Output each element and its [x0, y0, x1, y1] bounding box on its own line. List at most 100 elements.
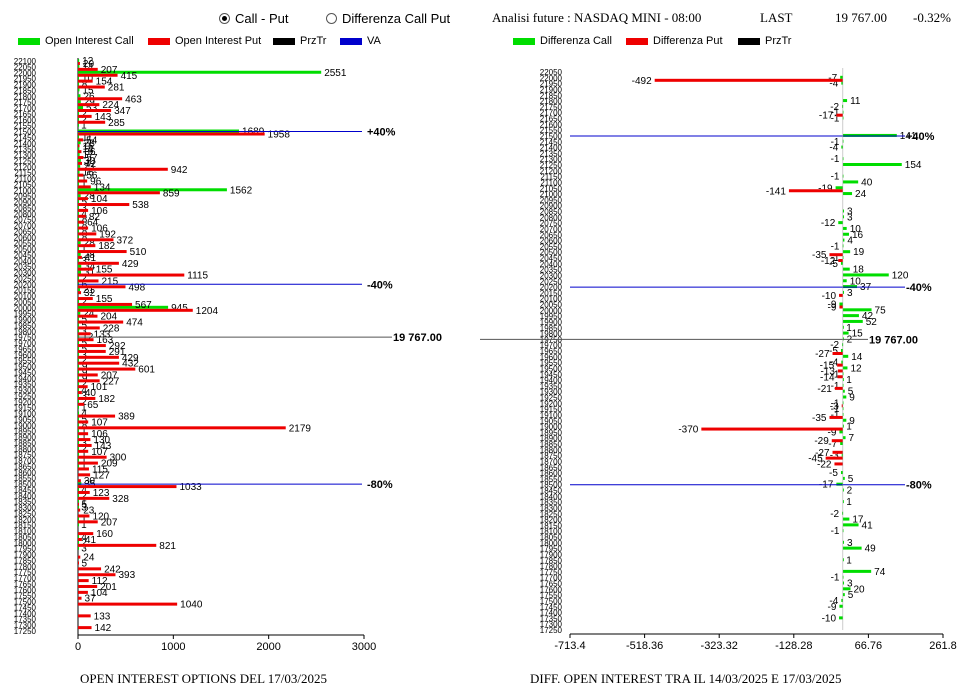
bar-put	[78, 291, 82, 295]
strike-label: 19150	[14, 404, 37, 413]
data-label: 182	[98, 241, 115, 252]
data-label: -12	[821, 218, 836, 229]
bar-call	[78, 376, 79, 380]
strike-label: 22000	[14, 69, 37, 78]
legend-swatch-put	[148, 37, 170, 45]
bar-call	[842, 180, 859, 184]
data-label: 41	[85, 535, 97, 546]
data-label: 224	[102, 100, 119, 111]
legend-label: Open Interest Call	[45, 35, 134, 47]
strike-label: 19350	[14, 380, 37, 389]
bar-call	[78, 182, 79, 186]
bar-call	[78, 305, 169, 309]
strike-label: 17850	[14, 556, 37, 565]
strike-label: 20050	[540, 301, 563, 310]
strike-label: 17900	[540, 550, 563, 559]
bar-put	[78, 244, 96, 248]
bar-call	[78, 188, 227, 192]
data-label: 30	[84, 476, 96, 487]
data-label: 1958	[268, 130, 291, 141]
data-label: 133	[94, 611, 111, 622]
bar-call	[842, 558, 844, 562]
strike-label: 21250	[540, 161, 563, 170]
diff-option[interactable]: Differenza Call Put	[326, 11, 450, 26]
bar-call	[78, 111, 79, 115]
data-label: 10	[850, 224, 862, 235]
data-label: 7	[849, 433, 855, 444]
legend-label: PrzTr	[765, 35, 792, 47]
bar-put	[78, 173, 84, 177]
legend-swatch-call	[18, 37, 40, 45]
data-label: 3	[81, 544, 87, 555]
bar-call	[78, 464, 79, 468]
strike-label: 20950	[540, 196, 563, 205]
strike-label: 17500	[540, 597, 563, 606]
bar-call	[78, 523, 79, 527]
strike-label: 20600	[540, 237, 563, 246]
bar-call	[842, 209, 845, 213]
strike-label: 17700	[540, 574, 563, 583]
bar-put	[78, 379, 100, 383]
bar-call	[840, 75, 843, 79]
bar-call	[78, 423, 79, 427]
data-label: 154	[96, 77, 113, 88]
bar-call	[842, 308, 872, 312]
strike-label: 18050	[14, 533, 37, 542]
data-label: 20	[83, 59, 95, 70]
strike-label: 19900	[540, 318, 563, 327]
bar-call	[78, 288, 81, 292]
data-label: 16	[83, 141, 95, 152]
data-label: -4	[829, 596, 838, 607]
bar-put	[78, 238, 114, 242]
data-label: 163	[97, 335, 114, 346]
data-label: 4	[847, 236, 853, 247]
radio-selected-icon[interactable]	[219, 13, 230, 24]
strike-label: 20750	[14, 216, 37, 225]
radio-empty-icon[interactable]	[326, 13, 337, 24]
bar-call	[842, 325, 844, 329]
bar-put	[78, 161, 83, 165]
legend-label: VA	[367, 35, 381, 47]
data-label: 1033	[179, 482, 202, 493]
x-tick-label: -518.36	[626, 640, 663, 652]
bar-put	[78, 426, 286, 430]
strike-label: 19300	[14, 386, 37, 395]
bar-put	[701, 427, 843, 431]
bar-put	[78, 279, 99, 283]
data-label: -27	[815, 448, 830, 459]
va-label: -80%	[367, 479, 393, 491]
strike-label: 19550	[14, 357, 37, 366]
strike-label: 19400	[14, 374, 37, 383]
strike-label: 17450	[14, 603, 37, 612]
strike-label: 22100	[14, 57, 37, 66]
bar-call	[78, 247, 79, 251]
bar-call	[842, 418, 847, 422]
strike-label: 20300	[540, 271, 563, 280]
strike-label: 18750	[540, 452, 563, 461]
data-label: 36	[84, 147, 96, 158]
bar-call	[78, 64, 80, 68]
strike-label: 18950	[540, 428, 563, 437]
data-label: 112	[92, 576, 108, 587]
data-label: -1	[831, 404, 840, 415]
data-label: 1	[846, 422, 852, 433]
bar-put	[78, 220, 85, 224]
strike-label: 19700	[540, 341, 563, 350]
strike-label: 21800	[14, 92, 37, 101]
data-label: 134	[94, 182, 111, 193]
data-label: 3	[847, 207, 853, 218]
strike-label: 19200	[540, 399, 563, 408]
legend-item-prztr: PrzTr	[273, 35, 340, 47]
bar-call	[842, 569, 872, 573]
bar-put	[78, 297, 93, 301]
strike-label: 17300	[540, 620, 563, 629]
bar-put	[78, 479, 81, 483]
data-label: 133	[94, 329, 111, 340]
data-label: 3	[81, 391, 87, 402]
data-label: 28	[84, 238, 96, 249]
data-label: 5	[81, 197, 87, 208]
call-put-option[interactable]: Call - Put	[219, 11, 288, 26]
bar-call	[839, 616, 843, 620]
bar-call	[78, 270, 81, 274]
bar-put	[78, 226, 89, 230]
